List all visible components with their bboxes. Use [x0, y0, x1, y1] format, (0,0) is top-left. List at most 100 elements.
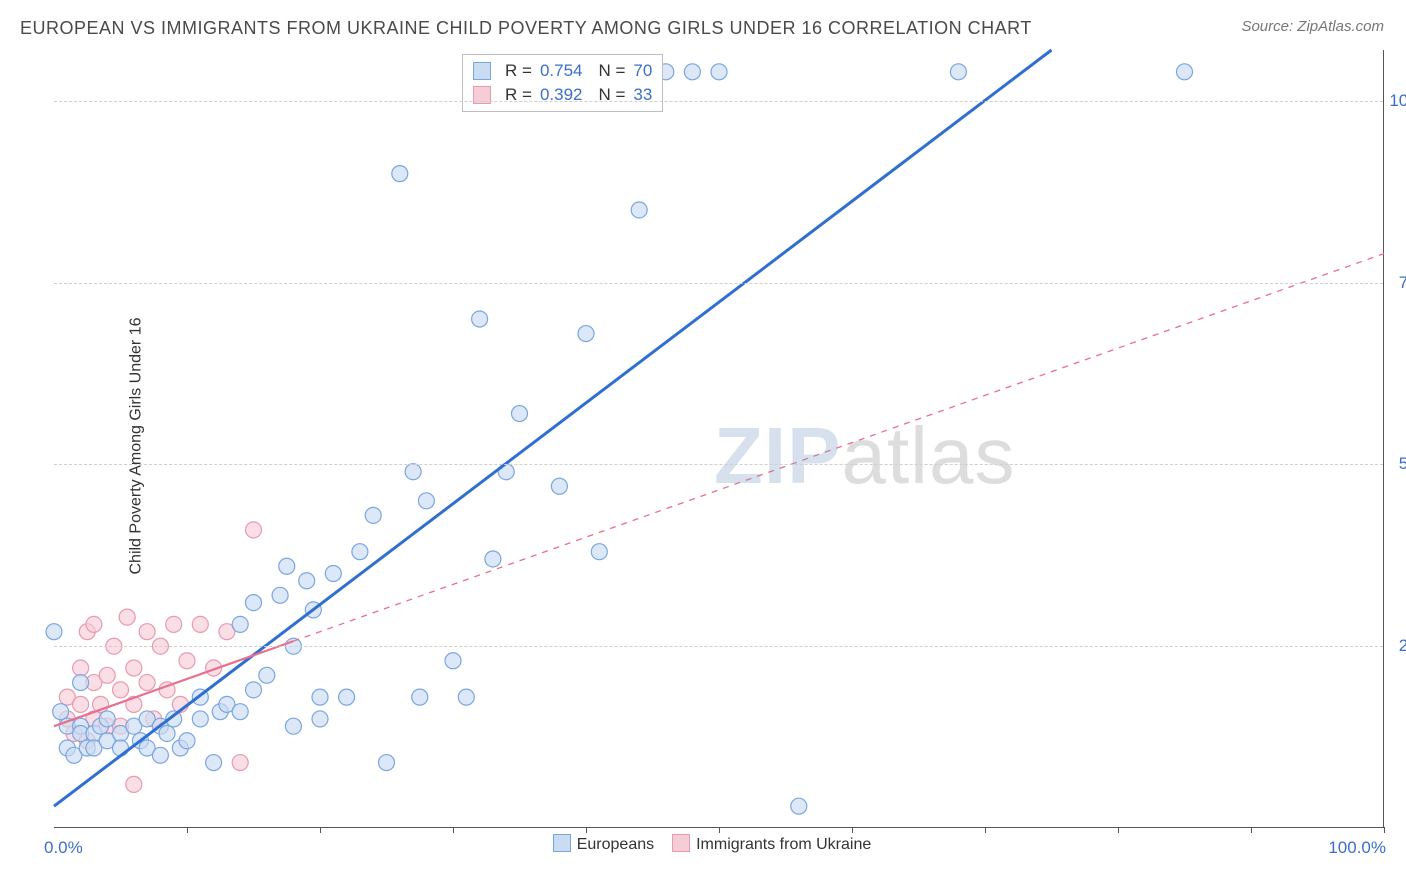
legend-r-value: 0.392	[540, 85, 583, 105]
data-point	[192, 616, 208, 632]
data-point	[312, 711, 328, 727]
data-point	[711, 64, 727, 80]
plot-svg	[54, 50, 1384, 828]
x-tick-mark	[453, 827, 454, 833]
data-point	[206, 755, 222, 771]
legend-label: Immigrants from Ukraine	[696, 836, 871, 853]
data-point	[412, 689, 428, 705]
gridline	[54, 464, 1383, 465]
x-tick-mark	[187, 827, 188, 833]
legend-swatch	[553, 834, 571, 852]
correlation-legend: R = 0.754 N = 70 R = 0.392 N = 33	[462, 54, 663, 112]
y-tick-label: 50.0%	[1399, 454, 1406, 474]
x-tick-mark	[1118, 827, 1119, 833]
data-point	[299, 573, 315, 589]
data-point	[73, 660, 89, 676]
data-point	[379, 755, 395, 771]
data-point	[472, 311, 488, 327]
data-point	[53, 704, 69, 720]
legend-n-value: 70	[633, 61, 652, 81]
legend-r-label: R =	[505, 61, 532, 81]
data-point	[365, 507, 381, 523]
data-point	[279, 558, 295, 574]
regression-line	[54, 50, 1052, 806]
data-point	[166, 616, 182, 632]
data-point	[119, 609, 135, 625]
legend-swatch	[473, 62, 491, 80]
data-point	[485, 551, 501, 567]
data-point	[179, 653, 195, 669]
y-tick-label: 100.0%	[1389, 91, 1406, 111]
data-point	[99, 711, 115, 727]
data-point	[139, 624, 155, 640]
legend-n-label: N =	[598, 85, 625, 105]
data-point	[950, 64, 966, 80]
data-point	[259, 667, 275, 683]
y-tick-label: 75.0%	[1399, 273, 1406, 293]
data-point	[272, 587, 288, 603]
data-point	[232, 616, 248, 632]
data-point	[325, 566, 341, 582]
data-point	[352, 544, 368, 560]
data-point	[631, 202, 647, 218]
data-point	[445, 653, 461, 669]
data-point	[512, 406, 528, 422]
data-point	[392, 166, 408, 182]
data-point	[232, 755, 248, 771]
data-point	[458, 689, 474, 705]
data-point	[179, 733, 195, 749]
data-point	[551, 478, 567, 494]
x-tick-mark	[719, 827, 720, 833]
data-point	[339, 689, 355, 705]
legend-n-label: N =	[598, 61, 625, 81]
source-label: Source: ZipAtlas.com	[1241, 18, 1384, 35]
legend-swatch	[672, 834, 690, 852]
x-tick-mark	[1384, 827, 1385, 833]
data-point	[1177, 64, 1193, 80]
y-tick-label: 25.0%	[1399, 636, 1406, 656]
data-point	[791, 798, 807, 814]
data-point	[113, 682, 129, 698]
data-point	[246, 595, 262, 611]
data-point	[192, 711, 208, 727]
legend-label: Europeans	[577, 836, 654, 853]
data-point	[126, 660, 142, 676]
data-point	[99, 667, 115, 683]
regression-line-dashed	[293, 254, 1384, 642]
data-point	[73, 675, 89, 691]
data-point	[312, 689, 328, 705]
x-tick-mark	[320, 827, 321, 833]
gridline	[54, 101, 1383, 102]
legend-r-label: R =	[505, 85, 532, 105]
scatter-plot: R = 0.754N = 70R = 0.392N = 33 ZIPatlas …	[54, 50, 1384, 828]
data-point	[126, 776, 142, 792]
gridline	[54, 283, 1383, 284]
data-point	[418, 493, 434, 509]
data-point	[246, 682, 262, 698]
legend-row: R = 0.754 N = 70	[473, 59, 652, 83]
data-point	[152, 747, 168, 763]
data-point	[405, 464, 421, 480]
legend-row: R = 0.392 N = 33	[473, 83, 652, 107]
legend-n-value: 33	[633, 85, 652, 105]
data-point	[246, 522, 262, 538]
chart-title: EUROPEAN VS IMMIGRANTS FROM UKRAINE CHIL…	[20, 18, 1032, 39]
x-tick-mark	[1251, 827, 1252, 833]
data-point	[591, 544, 607, 560]
data-point	[139, 675, 155, 691]
data-point	[684, 64, 700, 80]
data-point	[232, 704, 248, 720]
gridline	[54, 646, 1383, 647]
x-tick-mark	[586, 827, 587, 833]
data-point	[73, 696, 89, 712]
series-legend: Europeans Immigrants from Ukraine	[0, 834, 1406, 854]
x-tick-mark	[985, 827, 986, 833]
data-point	[113, 740, 129, 756]
data-point	[86, 616, 102, 632]
data-point	[159, 725, 175, 741]
x-tick-mark	[852, 827, 853, 833]
legend-r-value: 0.754	[540, 61, 583, 81]
data-point	[46, 624, 62, 640]
data-point	[578, 326, 594, 342]
data-point	[285, 718, 301, 734]
